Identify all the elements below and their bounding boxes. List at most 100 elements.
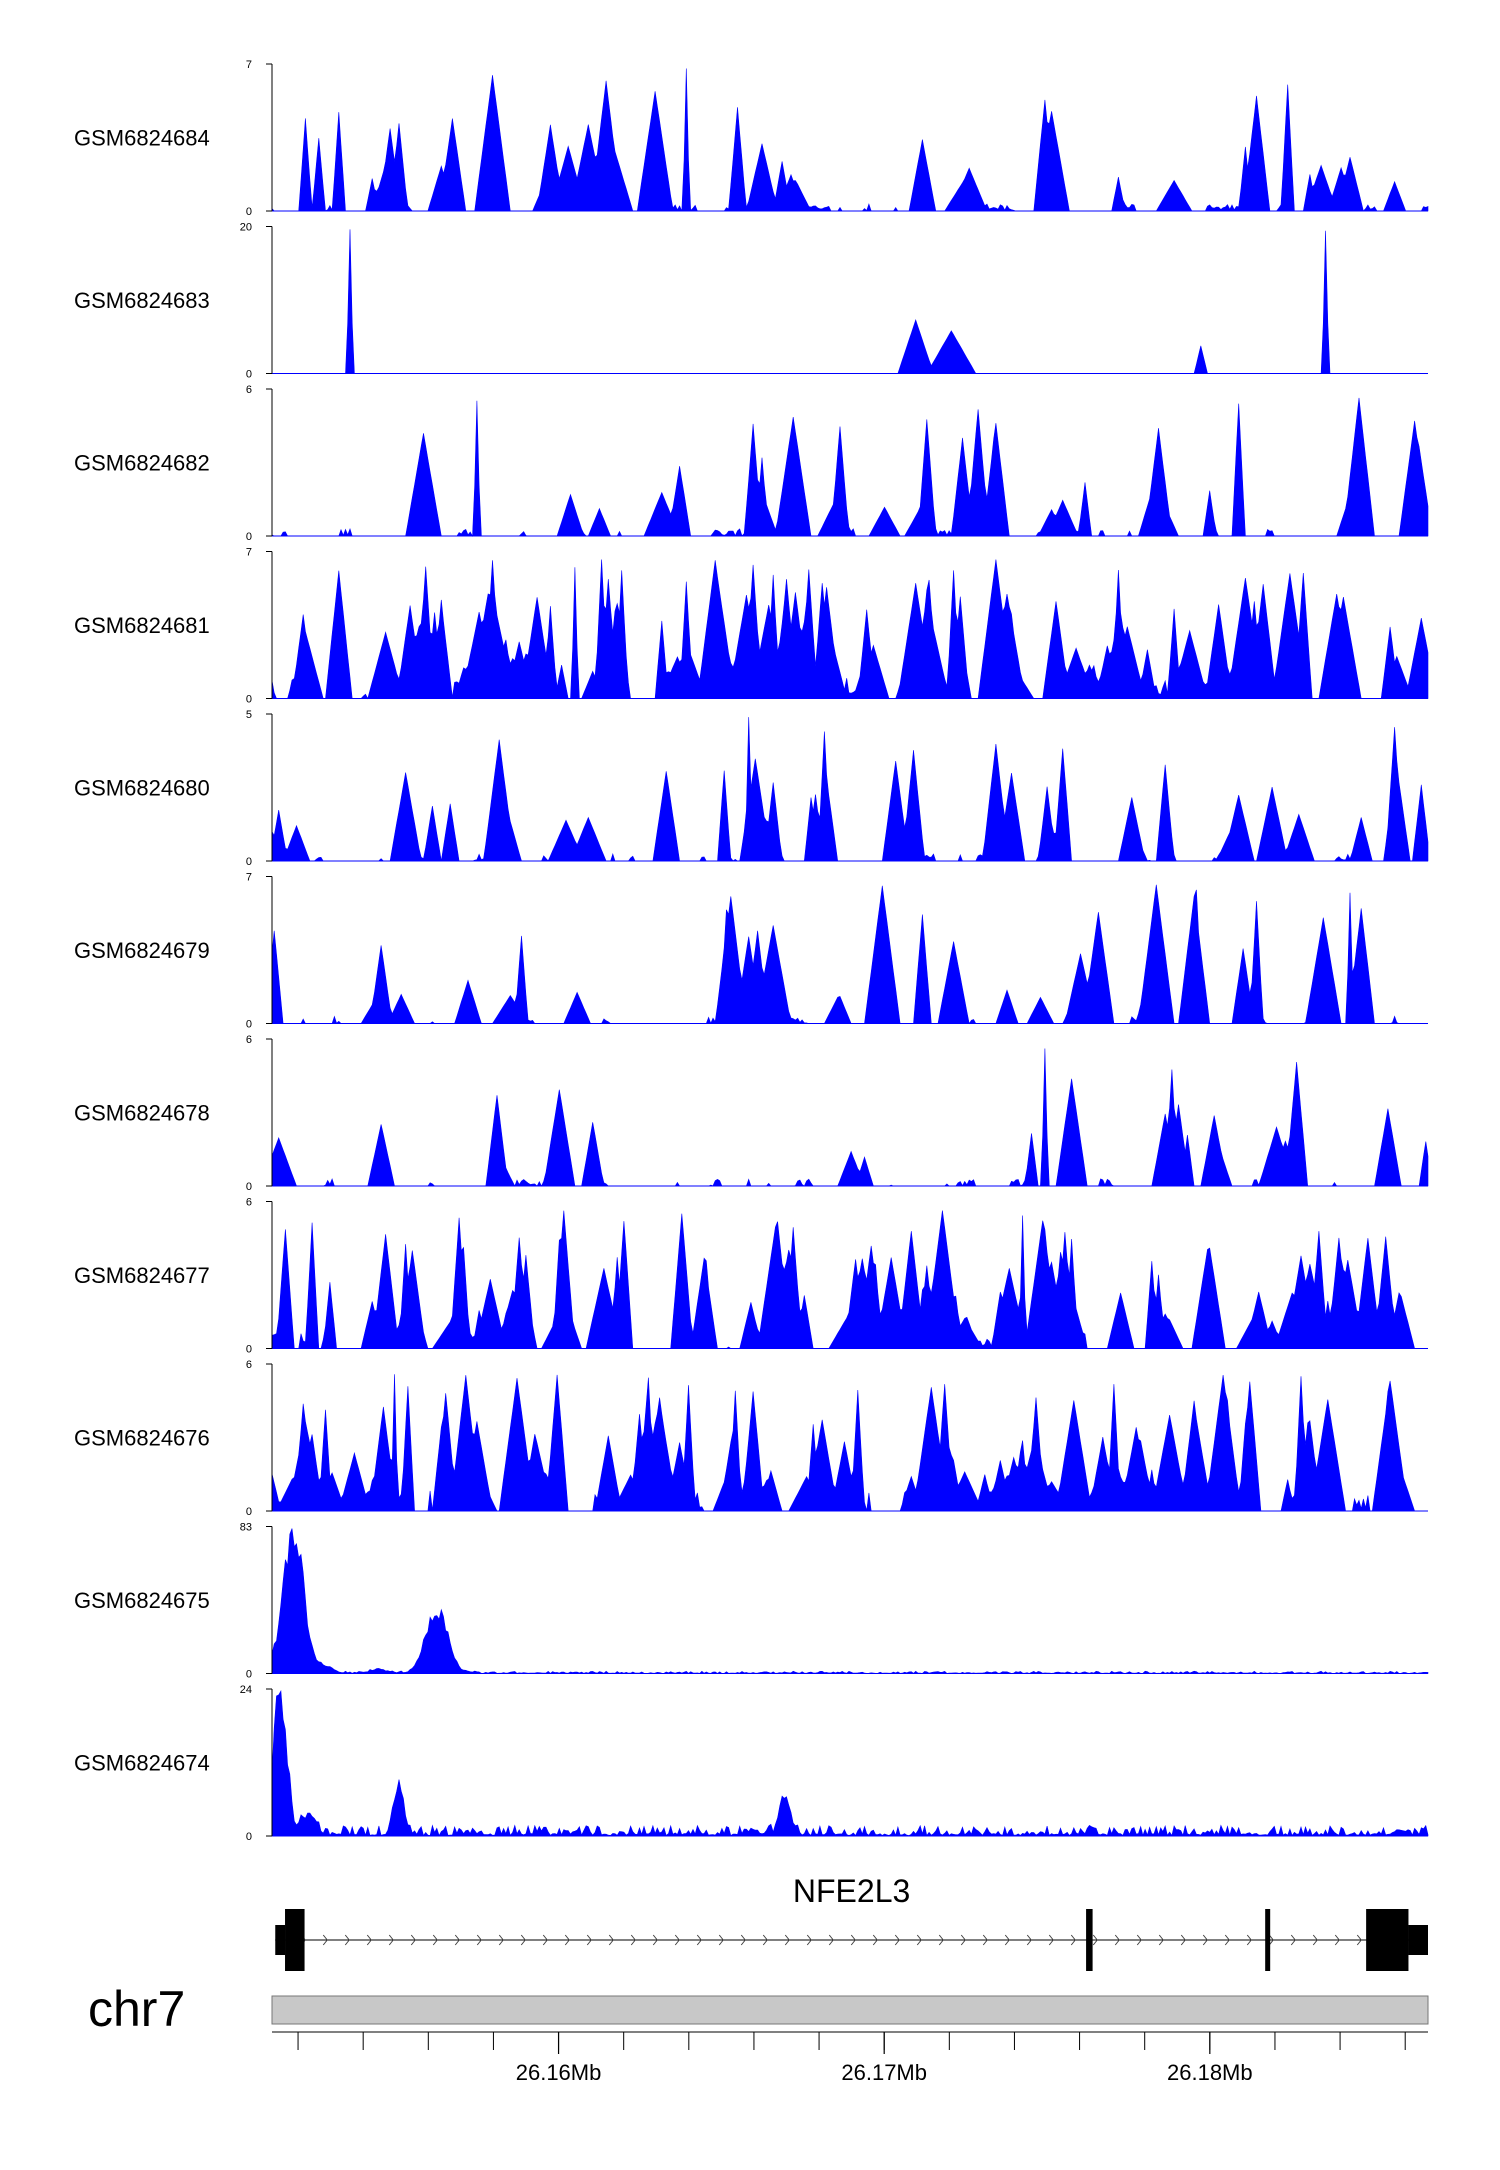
coverage-area — [271, 559, 1429, 700]
strand-arrow — [806, 1934, 812, 1946]
strand-arrow — [520, 1934, 526, 1946]
track-GSM6824677: GSM6824677 6 0 — [74, 1197, 1428, 1356]
strand-arrow — [674, 1934, 680, 1946]
strand-arrow — [872, 1934, 878, 1946]
strand-arrow — [718, 1934, 724, 1946]
strand-arrow — [652, 1934, 658, 1946]
strand-arrow — [586, 1934, 592, 1946]
strand-arrow — [828, 1934, 834, 1946]
coverage-area — [271, 717, 1429, 862]
strand-arrow — [542, 1934, 548, 1946]
strand-arrow — [1290, 1934, 1296, 1946]
strand-arrow — [938, 1934, 944, 1946]
exon-block — [1086, 1909, 1093, 1971]
track-GSM6824676: GSM6824676 6 0 — [74, 1359, 1428, 1518]
gene-model-track: NFE2L3 — [275, 1873, 1428, 1971]
strand-arrow — [1334, 1934, 1340, 1946]
strand-arrow — [1048, 1934, 1054, 1946]
strand-arrow — [344, 1934, 350, 1946]
track-name-label: GSM6824682 — [74, 451, 210, 476]
strand-arrow — [476, 1934, 482, 1946]
strand-arrow — [1312, 1934, 1318, 1946]
strand-arrow — [322, 1934, 328, 1946]
y-min-label: 0 — [246, 369, 252, 381]
coverage-area — [271, 1048, 1429, 1187]
track-GSM6824675: GSM6824675 83 0 — [74, 1522, 1429, 1681]
strand-arrow — [630, 1934, 636, 1946]
y-min-label: 0 — [246, 1344, 252, 1356]
track-name-label: GSM6824684 — [74, 126, 210, 151]
strand-arrow — [784, 1934, 790, 1946]
y-min-label: 0 — [246, 1669, 252, 1681]
strand-arrow — [762, 1934, 768, 1946]
strand-arrow — [1224, 1934, 1230, 1946]
track-name-label: GSM6824676 — [74, 1426, 210, 1451]
strand-arrow — [1070, 1934, 1076, 1946]
strand-arrow — [1026, 1934, 1032, 1946]
y-min-label: 0 — [246, 1831, 252, 1843]
y-min-label: 0 — [246, 1181, 252, 1193]
coverage-area — [271, 397, 1429, 538]
y-max-label: 7 — [246, 872, 252, 884]
strand-arrow — [454, 1934, 460, 1946]
coverage-area — [271, 1528, 1429, 1674]
y-min-label: 0 — [246, 1506, 252, 1518]
strand-arrow — [432, 1934, 438, 1946]
coverage-area — [271, 884, 1428, 1025]
y-min-label: 0 — [246, 206, 252, 218]
strand-arrow — [1180, 1934, 1186, 1946]
strand-arrow — [410, 1934, 416, 1946]
track-GSM6824682: GSM6824682 6 0 — [74, 384, 1429, 543]
strand-arrow — [740, 1934, 746, 1946]
y-max-label: 5 — [246, 709, 252, 721]
coverage-area — [271, 1210, 1428, 1349]
strand-arrow — [1158, 1934, 1164, 1946]
track-GSM6824680: GSM6824680 5 0 — [74, 709, 1429, 868]
track-name-label: GSM6824679 — [74, 938, 210, 963]
strand-arrow — [1202, 1934, 1208, 1946]
track-name-label: GSM6824683 — [74, 288, 210, 313]
utr-block — [275, 1925, 286, 1955]
strand-arrow — [388, 1934, 394, 1946]
strand-arrow — [916, 1934, 922, 1946]
y-max-label: 6 — [246, 1034, 252, 1046]
coverage-area — [271, 1689, 1429, 1837]
utr-block — [1408, 1925, 1428, 1955]
strand-arrow — [1136, 1934, 1142, 1946]
y-max-label: 20 — [240, 222, 252, 234]
strand-arrow — [1004, 1934, 1010, 1946]
coverage-area — [271, 1374, 1428, 1512]
y-min-label: 0 — [246, 856, 252, 868]
track-name-label: GSM6824680 — [74, 776, 210, 801]
y-max-label: 7 — [246, 59, 252, 71]
track-name-label: GSM6824677 — [74, 1263, 210, 1288]
strand-arrow — [564, 1934, 570, 1946]
strand-arrow — [608, 1934, 614, 1946]
y-min-label: 0 — [246, 531, 252, 543]
x-axis-tick-label: 26.16Mb — [516, 2060, 602, 2085]
exon-block — [1265, 1909, 1271, 1971]
coverage-tracks: GSM682468470GSM6824683200GSM682468260GSM… — [74, 59, 1429, 1843]
gene-name-label: NFE2L3 — [793, 1873, 910, 1909]
y-max-label: 83 — [240, 1522, 252, 1534]
track-name-label: GSM6824681 — [74, 613, 210, 638]
track-GSM6824674: GSM6824674 24 0 — [74, 1684, 1429, 1843]
coverage-area — [271, 68, 1429, 212]
track-name-label: GSM6824678 — [74, 1101, 210, 1126]
y-max-label: 6 — [246, 1359, 252, 1371]
strand-arrow — [1114, 1934, 1120, 1946]
strand-arrow — [1092, 1934, 1098, 1946]
strand-arrow — [982, 1934, 988, 1946]
exon-block — [285, 1909, 305, 1971]
track-GSM6824683: GSM6824683 20 0 — [74, 222, 1428, 381]
strand-arrow — [850, 1934, 856, 1946]
track-GSM6824679: GSM6824679 7 0 — [74, 872, 1428, 1031]
strand-arrow — [1356, 1934, 1362, 1946]
x-axis-tick-label: 26.17Mb — [841, 2060, 927, 2085]
strand-arrow — [696, 1934, 702, 1946]
track-GSM6824678: GSM6824678 6 0 — [74, 1034, 1429, 1193]
y-max-label: 6 — [246, 384, 252, 396]
exon-block — [1366, 1909, 1409, 1971]
strand-arrow — [960, 1934, 966, 1946]
